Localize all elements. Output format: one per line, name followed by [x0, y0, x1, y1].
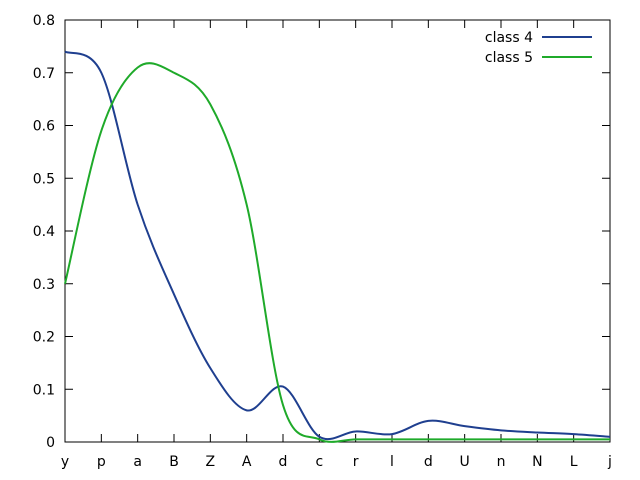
series-layer	[64, 50, 611, 443]
legend-label: class 5	[485, 50, 533, 66]
y-tick-label: 0.4	[33, 224, 55, 240]
x-tick-label: l	[390, 454, 394, 470]
x-tick-label: p	[97, 454, 106, 470]
x-tick-label: U	[460, 454, 470, 470]
x-tick-label: a	[133, 454, 142, 470]
legend: class 4 class 5	[485, 30, 592, 66]
x-tick-label: B	[169, 454, 179, 470]
x-tick-label: n	[497, 454, 506, 470]
x-tick-label: c	[315, 454, 323, 470]
legend-label: class 4	[485, 30, 533, 46]
x-tick-label: j	[607, 454, 612, 470]
series-line-class-5	[64, 62, 610, 443]
x-tick-label: r	[353, 454, 359, 470]
y-tick-label: 0.3	[33, 277, 55, 293]
y-tick-label: 0	[46, 435, 55, 451]
y-tick-label: 0.6	[33, 119, 55, 135]
y-tick-label: 0.8	[33, 13, 55, 29]
y-tick-label: 0.1	[33, 382, 55, 398]
y-tick-label: 0.5	[33, 171, 55, 187]
x-tick-label: y	[61, 454, 69, 470]
x-tick-label: L	[570, 454, 578, 470]
x-tick-label: d	[424, 454, 433, 470]
x-tick-label: d	[279, 454, 288, 470]
series-line-class-4	[64, 50, 611, 441]
x-tick-label: A	[242, 454, 252, 470]
x-tick-label: Z	[206, 454, 216, 470]
y-tick-label: 0.7	[33, 66, 55, 82]
y-tick-label: 0.2	[33, 330, 55, 346]
x-tick-label: N	[532, 454, 542, 470]
